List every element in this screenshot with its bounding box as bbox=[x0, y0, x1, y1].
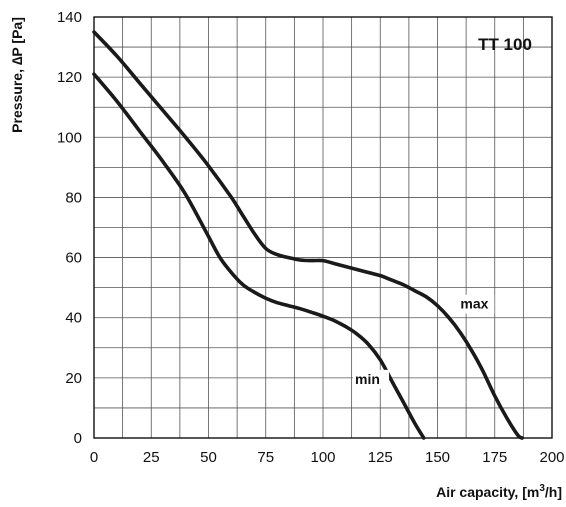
y-tick-label: 20 bbox=[65, 370, 82, 387]
curve-label-max: max bbox=[460, 296, 488, 312]
x-axis-title-tail: /h] bbox=[545, 484, 562, 500]
y-tick-label: 80 bbox=[65, 189, 82, 206]
x-tick-label: 0 bbox=[90, 449, 98, 466]
x-tick-label: 50 bbox=[200, 449, 217, 466]
y-axis-title: Pressure, ∆P [Pa] bbox=[9, 17, 25, 133]
x-axis-title-main: Air capacity, [m bbox=[436, 484, 539, 500]
y-tick-label: 120 bbox=[57, 69, 82, 86]
x-tick-label: 150 bbox=[425, 449, 450, 466]
curve-label-bg bbox=[458, 294, 495, 314]
chart-title: TT 100 bbox=[478, 35, 532, 54]
y-tick-labels: 0 20 40 60 80 100 120 140 bbox=[57, 9, 82, 447]
curve-max bbox=[92, 30, 524, 440]
curve-label-bg bbox=[353, 369, 390, 389]
x-tick-label: 75 bbox=[257, 449, 274, 466]
y-tick-label: 100 bbox=[57, 129, 82, 146]
curve-label-min: min bbox=[355, 371, 380, 387]
y-tick-label: 0 bbox=[74, 430, 82, 447]
x-tick-label: 200 bbox=[539, 449, 564, 466]
x-tick-label: 25 bbox=[143, 449, 160, 466]
y-tick-label: 60 bbox=[65, 250, 82, 267]
curves bbox=[92, 30, 524, 440]
x-tick-label: 175 bbox=[482, 449, 507, 466]
x-axis-title: Air capacity, [m3/h] bbox=[436, 483, 562, 500]
curve-labels: max min bbox=[353, 294, 495, 389]
x-tick-label: 100 bbox=[310, 449, 335, 466]
y-tick-label: 40 bbox=[65, 310, 82, 327]
y-tick-label: 140 bbox=[57, 9, 82, 26]
curve-min bbox=[92, 72, 426, 440]
plot-frame bbox=[93, 16, 553, 439]
plot-border bbox=[93, 16, 553, 439]
x-tick-label: 125 bbox=[368, 449, 393, 466]
x-tick-labels: 0 25 50 75 100 125 150 175 200 bbox=[90, 449, 565, 466]
x-axis-title-sup: 3 bbox=[539, 483, 545, 494]
